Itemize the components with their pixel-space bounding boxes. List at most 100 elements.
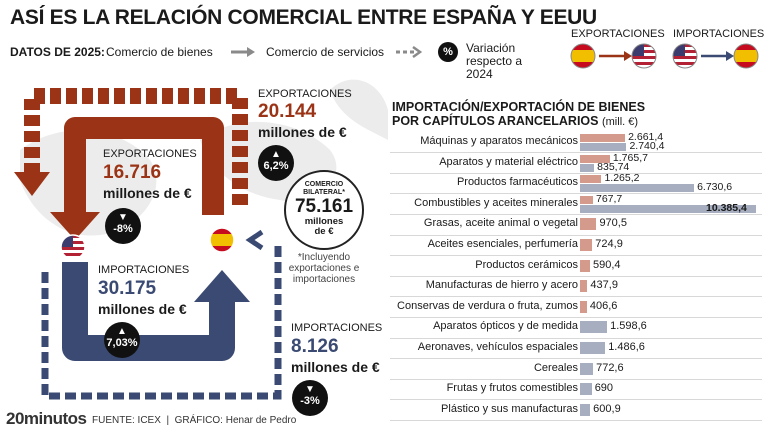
row-separator [390,316,762,318]
import-bar-value: 600,9 [593,402,621,415]
import-bar-value: 2.740,4 [629,140,665,152]
row-separator [390,296,762,298]
goods-exports-value: 16.716 [103,162,162,183]
chart-title-text: IMPORTACIÓN/EXPORTACIÓN DE BIENES POR CA… [392,100,646,128]
import-bar-value: 772,6 [596,361,624,374]
import-bar [580,143,627,151]
bilateral-value: 75.161 [294,196,354,217]
goods-exports-change: -8% [113,223,133,235]
goods-imports-change-badge: ▲ 7,03% [104,322,140,358]
row-separator [390,337,762,339]
tariff-bar-chart: Máquinas y aparatos mecánicos 2.661,4 2.74… [390,131,762,428]
export-bar-value: 437,9 [590,279,618,292]
bilateral-label: COMERCIO BILATERAL* [303,181,345,196]
import-bar [580,362,594,375]
services-exports-arrow [24,88,248,205]
import-bar-value: 1.486,6 [608,341,645,353]
row-separator [390,255,762,257]
exports-direction-icon [570,43,657,69]
category-label: Grasas, aceite animal o vegetal [423,217,578,230]
import-bar [580,321,608,334]
legend-goods-label: Comercio de bienes [106,45,213,59]
down-triangle-icon: ▼ [305,384,315,395]
legend-imports-label: IMPORTACIONES [673,28,765,40]
export-bar-value: 767,7 [596,192,623,205]
import-bar-value: 690 [594,382,614,395]
goods-exports-unit: millones de € [103,185,192,201]
export-bar [580,154,610,163]
export-bar-value: 970,5 [599,217,627,230]
category-label: Aceites esenciales, perfumería [427,238,578,250]
row-separator [390,378,762,380]
row-separator [390,275,762,277]
world-map-shape [330,79,388,140]
services-imports-arrowhead [245,229,264,251]
category-label: Combustibles y aceites minerales [414,196,578,209]
row-separator [390,358,762,360]
row-separator [390,193,762,195]
row-separator [390,172,762,174]
services-exports-value: 20.144 [258,101,317,122]
goods-exports-arrow [64,117,224,218]
import-bar [580,204,756,213]
bilateral-unit: millones de € [304,216,344,237]
goods-imports-value: 30.175 [98,278,157,299]
import-bar-value: 835,74 [597,160,630,173]
goods-exports-change-badge: ▼ -8% [105,208,141,244]
export-bar [580,134,626,142]
category-label: Cereales [533,361,578,374]
chart-unit: (mill. €) [601,116,639,128]
import-bar-value: 10.385,4 [706,201,747,214]
row-separator [390,399,762,401]
percent-icon: % [438,42,458,62]
goods-imports-unit: millones de € [98,301,187,317]
services-exports-unit: millones de € [258,124,347,140]
down-triangle-icon: ▼ [118,212,128,223]
footer-source: FUENTE: ICEX | GRÁFICO: Henar de Pedro [92,415,297,426]
export-bar-value: 406,6 [589,299,618,312]
import-bar-value: 6.730,6 [697,181,733,194]
row-separator [390,152,762,154]
services-imports-value: 8.126 [291,336,339,357]
export-bar [580,300,587,313]
services-imports-arrow [41,245,282,400]
services-imports-change-badge: ▼ -3% [292,380,328,416]
solid-arrow-icon [231,47,255,57]
export-bar-value: 2.661,4 [628,131,664,143]
category-label: Manufacturas de hierro y acero [425,279,578,292]
row-separator [390,419,762,421]
category-label: Productos cerámicos [475,258,578,271]
services-exports-arrowhead [14,172,50,196]
dashed-arrow-icon [396,46,423,58]
goods-exports-arrowhead [50,212,100,240]
row-separator [390,234,762,236]
export-bar [580,195,593,204]
goods-imports-label: IMPORTACIONES [98,264,190,276]
category-label: Aparatos ópticos y de medida [433,320,578,333]
export-bar-value: 590,4 [593,258,621,271]
export-bar [580,239,593,251]
export-bar-value: 724,9 [595,238,623,250]
legend-services-label: Comercio de servicios [266,45,385,59]
up-triangle-icon: ▲ [117,326,127,337]
goods-imports-arrow [62,262,235,361]
import-bar [580,342,606,354]
category-label: Productos farmacéuticos [456,176,578,189]
category-label: Conservas de verdura o fruta, zumos [397,299,578,312]
export-bar-value: 1.265,2 [604,172,640,185]
services-imports-unit: millones de € [291,359,380,375]
services-imports-change: -3% [300,395,320,407]
imports-direction-icon [672,43,759,69]
legend-prefix: DATOS DE 2025: [10,45,105,59]
category-label: Frutas y frutos comestibles [446,382,578,395]
import-bar [580,184,695,193]
services-imports-label: IMPORTACIONES [291,322,383,334]
category-label: Plástico y sus manufacturas [441,402,578,415]
import-bar-value: 1.598,6 [610,320,647,333]
services-exports-change-badge: ▲ 6,2% [258,145,294,181]
page-title: ASÍ ES LA RELACIÓN COMERCIAL ENTRE ESPAÑ… [10,6,597,29]
import-bar [580,383,592,396]
export-bar [580,259,590,272]
export-bar [580,175,602,184]
brand-logo: 20minutos [6,409,87,428]
